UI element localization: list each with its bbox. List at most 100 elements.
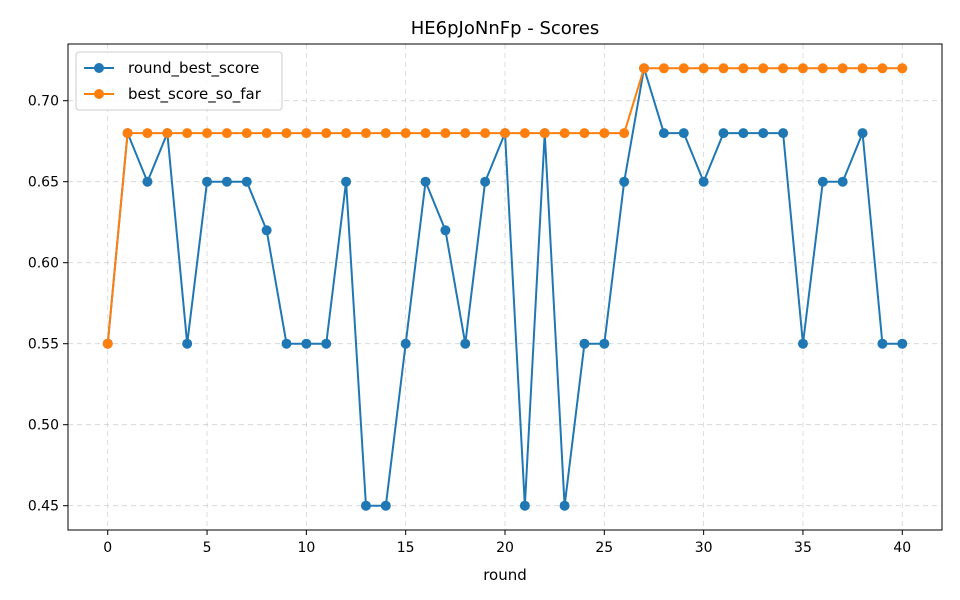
point-round-best-score-30 — [698, 176, 709, 187]
point-best-score-so-far-18 — [460, 128, 471, 139]
point-best-score-so-far-17 — [440, 128, 451, 139]
point-best-score-so-far-21 — [519, 128, 530, 139]
point-round-best-score-15 — [400, 338, 411, 349]
y-tick-label-1: 0.50 — [28, 418, 59, 434]
point-round-best-score-40 — [897, 338, 908, 349]
series-layer — [102, 63, 908, 511]
x-tick-label-1: 5 — [203, 540, 212, 556]
y-tick-label-3: 0.60 — [28, 256, 59, 272]
point-round-best-score-31 — [718, 128, 729, 139]
point-best-score-so-far-8 — [261, 128, 272, 139]
point-best-score-so-far-30 — [698, 63, 709, 74]
point-best-score-so-far-4 — [182, 128, 193, 139]
point-best-score-so-far-32 — [738, 63, 749, 74]
point-best-score-so-far-13 — [360, 128, 371, 139]
x-axis-label: round — [483, 566, 527, 584]
point-round-best-score-34 — [778, 128, 789, 139]
point-round-best-score-26 — [619, 176, 630, 187]
point-round-best-score-7 — [241, 176, 252, 187]
point-best-score-so-far-15 — [400, 128, 411, 139]
point-best-score-so-far-34 — [778, 63, 789, 74]
point-round-best-score-36 — [817, 176, 828, 187]
point-best-score-so-far-16 — [420, 128, 431, 139]
point-round-best-score-4 — [182, 338, 193, 349]
point-round-best-score-16 — [420, 176, 431, 187]
point-round-best-score-32 — [738, 128, 749, 139]
legend-label-best-score-so-far: best_score_so_far — [128, 85, 262, 104]
point-best-score-so-far-27 — [639, 63, 650, 74]
legend-label-round-best-score: round_best_score — [128, 59, 259, 78]
point-best-score-so-far-29 — [678, 63, 689, 74]
point-best-score-so-far-9 — [281, 128, 292, 139]
point-round-best-score-18 — [460, 338, 471, 349]
y-tick-label-0: 0.45 — [28, 499, 59, 515]
point-best-score-so-far-12 — [341, 128, 352, 139]
x-tick-label-2: 10 — [297, 540, 315, 556]
point-round-best-score-28 — [658, 128, 669, 139]
point-best-score-so-far-22 — [539, 128, 550, 139]
x-tick-label-6: 30 — [695, 540, 713, 556]
chart-title: HE6pJoNnFp - Scores — [411, 18, 600, 39]
point-best-score-so-far-0 — [102, 338, 113, 349]
point-round-best-score-23 — [559, 500, 570, 511]
x-tick-label-5: 25 — [595, 540, 613, 556]
point-round-best-score-14 — [380, 500, 391, 511]
point-best-score-so-far-19 — [480, 128, 491, 139]
x-tick-label-0: 0 — [103, 540, 112, 556]
legend: round_best_score best_score_so_far — [75, 51, 283, 111]
point-round-best-score-11 — [321, 338, 332, 349]
point-round-best-score-2 — [142, 176, 153, 187]
y-tick-label-5: 0.70 — [28, 94, 59, 110]
point-best-score-so-far-25 — [599, 128, 610, 139]
point-best-score-so-far-1 — [122, 128, 133, 139]
point-best-score-so-far-35 — [797, 63, 808, 74]
point-round-best-score-37 — [837, 176, 848, 187]
point-best-score-so-far-24 — [579, 128, 590, 139]
y-tick-label-4: 0.65 — [28, 175, 59, 191]
legend-marker-best-score-so-far — [94, 89, 104, 99]
point-round-best-score-6 — [221, 176, 232, 187]
point-best-score-so-far-26 — [619, 128, 630, 139]
point-round-best-score-25 — [599, 338, 610, 349]
point-round-best-score-17 — [440, 225, 451, 236]
point-round-best-score-5 — [202, 176, 213, 187]
point-best-score-so-far-37 — [837, 63, 848, 74]
point-best-score-so-far-10 — [301, 128, 312, 139]
point-best-score-so-far-39 — [877, 63, 888, 74]
point-best-score-so-far-11 — [321, 128, 332, 139]
x-tick-label-4: 20 — [496, 540, 514, 556]
point-best-score-so-far-33 — [758, 63, 769, 74]
y-tick-label-2: 0.55 — [28, 337, 59, 353]
point-best-score-so-far-28 — [658, 63, 669, 74]
point-best-score-so-far-7 — [241, 128, 252, 139]
point-round-best-score-21 — [519, 500, 530, 511]
tick-layer: 0 5 10 15 20 25 30 35 40 0.45 0.50 0.55 0.60 0.65 0.70 — [28, 94, 911, 556]
point-best-score-so-far-36 — [817, 63, 828, 74]
x-tick-label-8: 40 — [893, 540, 911, 556]
point-round-best-score-29 — [678, 128, 689, 139]
point-best-score-so-far-6 — [221, 128, 232, 139]
point-best-score-so-far-23 — [559, 128, 570, 139]
point-best-score-so-far-40 — [897, 63, 908, 74]
point-best-score-so-far-2 — [142, 128, 153, 139]
point-round-best-score-24 — [579, 338, 590, 349]
point-round-best-score-39 — [877, 338, 888, 349]
point-round-best-score-12 — [341, 176, 352, 187]
point-best-score-so-far-38 — [857, 63, 868, 74]
x-tick-label-3: 15 — [397, 540, 415, 556]
point-round-best-score-33 — [758, 128, 769, 139]
point-round-best-score-10 — [301, 338, 312, 349]
point-round-best-score-13 — [360, 500, 371, 511]
point-round-best-score-19 — [480, 176, 491, 187]
point-best-score-so-far-31 — [718, 63, 729, 74]
x-tick-label-7: 35 — [794, 540, 812, 556]
point-best-score-so-far-20 — [500, 128, 510, 139]
legend-box — [75, 51, 283, 111]
point-round-best-score-35 — [797, 338, 808, 349]
point-best-score-so-far-5 — [202, 128, 213, 139]
point-best-score-so-far-3 — [162, 128, 173, 139]
point-round-best-score-8 — [261, 225, 272, 236]
legend-marker-round-best-score — [94, 63, 104, 73]
